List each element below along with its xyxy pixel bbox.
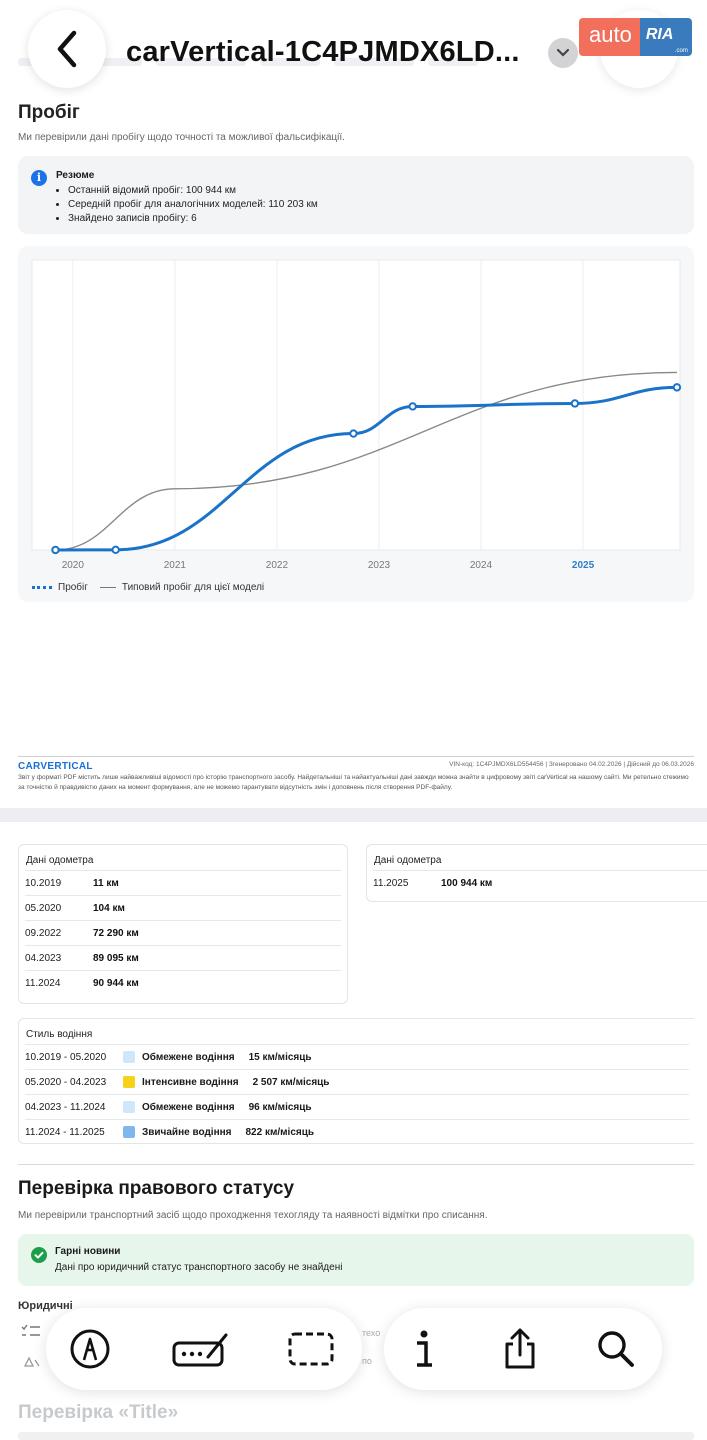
- title-check-heading: Перевірка «Title»: [18, 1402, 179, 1423]
- pen-markup-icon: [70, 1329, 110, 1369]
- odometer-card-right: Дані одометра 11.2025 100 944 км: [366, 844, 707, 902]
- driving-style-card: Стиль водіння 10.2019 - 05.2020 Обмежене…: [18, 1018, 694, 1144]
- pdf-page-1: Пробіг Ми перевірили дані пробігу щодо т…: [0, 0, 707, 808]
- info-button[interactable]: [400, 1325, 448, 1373]
- chart-legend: Пробіг Типовий пробіг для цієї моделі: [32, 582, 264, 593]
- document-toolbar: [384, 1308, 662, 1390]
- mileage-point: [349, 429, 358, 438]
- legal-subtitle: Ми перевірили транспортний засіб щодо пр…: [18, 1210, 488, 1221]
- summary-item: Знайдено записів пробігу: 6: [68, 212, 318, 226]
- recycle-icon: [23, 1356, 40, 1367]
- typical-mileage-line: [55, 371, 677, 551]
- style-swatch: [123, 1101, 135, 1113]
- mileage-chart: 2020 2021 2022 2023 2024 2025: [31, 259, 682, 571]
- obscured-text: техо: [362, 1328, 381, 1338]
- mileage-heading: Пробіг: [18, 102, 80, 123]
- footer-disclaimer: Звіт у форматі PDF містить лише найважли…: [18, 774, 689, 791]
- autoria-auto-text: auto: [579, 18, 640, 56]
- obscured-text: по: [362, 1356, 372, 1366]
- summary-title: Резюме: [56, 170, 95, 181]
- legal-heading: Перевірка правового статусу: [18, 1178, 295, 1199]
- odometer-title: Дані одометра: [26, 855, 94, 866]
- mileage-point: [408, 402, 417, 411]
- odometer-row: 11.2025 100 944 км: [373, 870, 707, 895]
- share-button[interactable]: [496, 1325, 544, 1373]
- mileage-chart-card: 2020 2021 2022 2023 2024 2025 Пробіг Типовий …: [18, 246, 694, 602]
- info-icon: i: [31, 170, 47, 186]
- legend-mileage-swatch: [32, 586, 52, 589]
- search-button[interactable]: [592, 1325, 640, 1373]
- signature-icon: [172, 1333, 228, 1367]
- mileage-subtitle: Ми перевірили дані пробігу щодо точності…: [18, 132, 345, 143]
- x-tick-label: 2020: [62, 560, 85, 571]
- style-swatch: [123, 1076, 135, 1088]
- x-tick-label: 2024: [470, 560, 493, 571]
- x-tick-label: 2022: [266, 560, 289, 571]
- x-tick-label: 2023: [368, 560, 391, 571]
- legend-typical-label: Типовий пробіг для цієї моделі: [121, 582, 265, 593]
- driving-style-row: 11.2024 - 11.2025 Звичайне водіння 822 к…: [25, 1119, 689, 1144]
- style-swatch: [123, 1126, 135, 1138]
- page-footer: CARVERTICAL VIN-код: 1C4PJMDX6LD554456 |…: [18, 756, 694, 791]
- odometer-title: Дані одометра: [374, 855, 442, 866]
- autoria-watermark: auto RIA .com: [579, 18, 692, 56]
- summary-list: Останній відомий пробіг: 100 944 км Сере…: [68, 184, 318, 226]
- driving-style-title: Стиль водіння: [26, 1029, 93, 1040]
- mileage-point: [570, 399, 580, 408]
- odometer-row: 10.2019 11 км: [25, 870, 341, 895]
- legal-section-title: Юридичні: [18, 1300, 73, 1312]
- odometer-row: 05.2020 104 км: [25, 895, 341, 920]
- chevron-down-icon: [556, 48, 570, 57]
- driving-style-row: 04.2023 - 11.2024 Обмежене водіння 96 км…: [25, 1094, 689, 1119]
- odometer-row: 04.2023 89 095 км: [25, 945, 341, 970]
- signature-button[interactable]: [172, 1325, 232, 1373]
- legend-mileage-label: Пробіг: [58, 582, 88, 593]
- markup-toolbar: [46, 1308, 362, 1390]
- mileage-point: [111, 545, 120, 555]
- footer-meta: VIN-код: 1C4PJMDX6LD554456 | Згенеровано…: [449, 761, 694, 768]
- markup-pen-button[interactable]: [66, 1325, 114, 1373]
- obscured-line: [18, 1432, 694, 1440]
- document-title[interactable]: carVertical-1C4PJMDX6LD...: [126, 36, 520, 68]
- good-news-text: Дані про юридичний статус транспортного …: [55, 1262, 343, 1273]
- summary-item: Середній пробіг для аналогічних моделей:…: [68, 198, 318, 212]
- section-divider: [18, 1164, 694, 1165]
- page-separator: [0, 808, 707, 822]
- mileage-point: [672, 383, 682, 392]
- check-circle-icon: [31, 1247, 47, 1263]
- driving-style-row: 10.2019 - 05.2020 Обмежене водіння 15 км…: [25, 1044, 689, 1069]
- info-glyph-icon: [417, 1330, 432, 1367]
- summary-item: Останній відомий пробіг: 100 944 км: [68, 184, 318, 198]
- search-icon: [598, 1331, 634, 1367]
- dashed-rectangle-icon: [288, 1332, 334, 1366]
- legend-typical-swatch: [99, 587, 116, 588]
- autoria-ria-text: RIA .com: [639, 18, 692, 56]
- x-tick-label: 2021: [164, 560, 187, 571]
- share-icon: [505, 1328, 535, 1369]
- odometer-card-left: Дані одометра 10.2019 11 км 05.2020 104 км…: [18, 844, 348, 1004]
- chevron-left-icon: [57, 30, 77, 68]
- mileage-point: [51, 545, 60, 555]
- title-menu-button[interactable]: [548, 38, 578, 68]
- selection-button[interactable]: [284, 1325, 338, 1373]
- style-swatch: [123, 1051, 135, 1063]
- carvertical-logo: CARVERTICAL: [18, 761, 93, 772]
- good-news-box: Гарні новини Дані про юридичний статус т…: [18, 1234, 694, 1286]
- checklist-icon: [21, 1324, 40, 1336]
- driving-style-row: 05.2020 - 04.2023 Інтенсивне водіння 2 5…: [25, 1069, 689, 1094]
- x-tick-label: 2025: [572, 560, 595, 571]
- odometer-row: 09.2022 72 290 км: [25, 920, 341, 945]
- good-news-title: Гарні новини: [55, 1246, 121, 1257]
- summary-box: i Резюме Останній відомий пробіг: 100 94…: [18, 156, 694, 234]
- back-button[interactable]: [28, 10, 106, 88]
- odometer-row: 11.2024 90 944 км: [25, 970, 341, 995]
